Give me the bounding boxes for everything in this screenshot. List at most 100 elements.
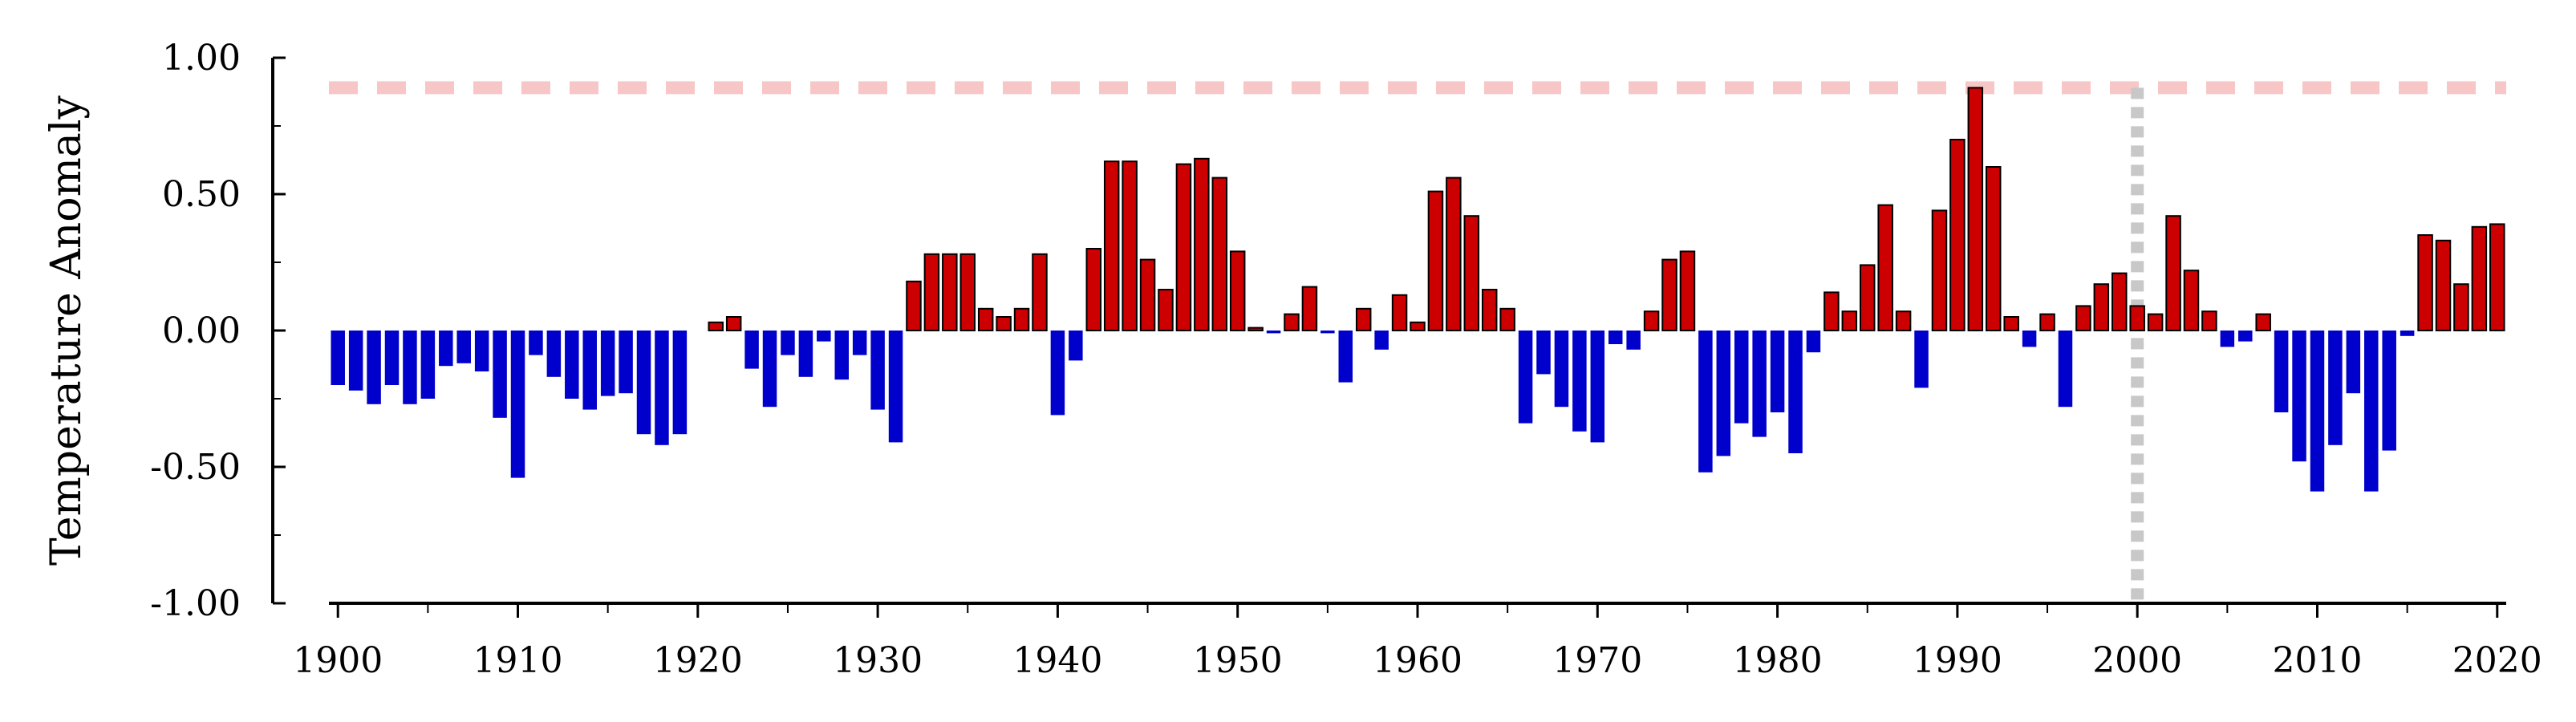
bar-1960 (1410, 321, 1426, 331)
x-tick-label: 1950 (1193, 640, 1283, 681)
x-tick-label: 1930 (833, 640, 923, 681)
bar-1981 (1788, 331, 1803, 453)
bar-1992 (1986, 166, 2002, 331)
bar-1962 (1446, 176, 1462, 331)
bar-1956 (1338, 331, 1353, 383)
bar-1913 (565, 331, 579, 399)
bar-1933 (923, 253, 940, 331)
x-tick-label: 1910 (473, 640, 563, 681)
bar-1907 (456, 331, 471, 363)
bar-1903 (384, 331, 400, 385)
bar-1915 (600, 331, 615, 396)
bar-2013 (2364, 331, 2379, 492)
bar-1922 (725, 316, 742, 331)
bar-1906 (439, 331, 453, 367)
bar-1987 (1895, 310, 1912, 332)
y-tick-label: -0.50 (150, 447, 241, 488)
bar-1937 (996, 316, 1012, 331)
bar-2000 (2129, 305, 2145, 331)
bar-1957 (1355, 307, 1372, 331)
bar-1978 (1734, 331, 1749, 424)
bar-1997 (2075, 305, 2091, 331)
x-tick-label: 1940 (1012, 640, 1102, 681)
x-tick-label: 1970 (1552, 640, 1642, 681)
bar-2011 (2328, 331, 2343, 445)
bar-1926 (798, 331, 813, 377)
bar-1930 (870, 331, 885, 410)
bar-2017 (2435, 239, 2452, 331)
bar-2001 (2147, 313, 2164, 332)
bar-2020 (2489, 223, 2505, 331)
bar-1979 (1752, 331, 1767, 437)
bar-1910 (510, 331, 525, 478)
bar-1998 (2093, 283, 2110, 332)
x-tick-label: 1960 (1373, 640, 1462, 681)
bar-1923 (744, 331, 759, 369)
bar-1959 (1391, 294, 1408, 331)
bar-1974 (1661, 258, 1677, 332)
bar-1938 (1013, 307, 1030, 331)
bar-1969 (1572, 331, 1587, 432)
bar-1976 (1698, 331, 1713, 473)
bar-1965 (1499, 307, 1515, 331)
bar-1955 (1320, 331, 1335, 334)
y-ticks: 1.00 0.50 0.00 -0.50 -1.00 (150, 38, 286, 624)
bar-1914 (582, 331, 597, 410)
bar-1921 (708, 321, 724, 331)
bar-1901 (348, 331, 363, 391)
bar-1999 (2112, 272, 2128, 332)
bar-1994 (2022, 331, 2037, 347)
bar-1931 (888, 331, 903, 443)
bar-1942 (1085, 248, 1102, 331)
bar-1919 (672, 331, 688, 435)
bar-2008 (2274, 331, 2289, 412)
bar-1986 (1877, 204, 1893, 331)
bar-1989 (1931, 209, 1948, 331)
bar-1911 (529, 331, 543, 355)
bar-1934 (942, 253, 958, 331)
bar-1983 (1823, 291, 1840, 331)
bar-2007 (2255, 313, 2271, 332)
bar-1964 (1481, 289, 1498, 331)
bar-1905 (420, 331, 436, 399)
bar-2016 (2417, 234, 2433, 331)
bar-2014 (2382, 331, 2396, 451)
bar-1935 (959, 253, 976, 331)
x-tick-label: 1980 (1733, 640, 1823, 681)
y-axis-title: Temperature Anomaly (43, 95, 91, 565)
bar-2009 (2292, 331, 2306, 462)
bar-1982 (1806, 331, 1821, 353)
bar-1971 (1608, 331, 1623, 344)
bar-1980 (1770, 331, 1785, 412)
y-tick-label: 0.50 (162, 174, 241, 215)
x-tick-label: 1900 (293, 640, 383, 681)
bar-1975 (1679, 250, 1696, 331)
y-tick-label: 1.00 (162, 38, 241, 79)
bar-1954 (1301, 286, 1318, 332)
bar-1932 (906, 280, 922, 331)
bar-1961 (1427, 190, 1444, 331)
bar-1990 (1949, 139, 1965, 331)
x-tick-label: 1920 (653, 640, 743, 681)
bar-1950 (1229, 250, 1246, 331)
bar-1966 (1518, 331, 1533, 424)
bar-1925 (781, 331, 795, 355)
bar-2018 (2453, 283, 2469, 332)
bar-1951 (1247, 327, 1264, 332)
bar-1963 (1463, 215, 1480, 332)
bar-1947 (1175, 163, 1192, 331)
y-tick-label: -1.00 (150, 583, 241, 624)
bar-1917 (636, 331, 651, 435)
bar-1972 (1626, 331, 1641, 350)
bar-1993 (2003, 316, 2019, 331)
bar-2015 (2400, 331, 2415, 336)
bar-1912 (546, 331, 562, 377)
x-tick-label: 2010 (2272, 640, 2362, 681)
bar-1924 (762, 331, 777, 408)
bar-1945 (1139, 258, 1156, 332)
bar-1967 (1536, 331, 1551, 375)
bar-2005 (2220, 331, 2235, 347)
bar-1902 (367, 331, 381, 404)
bar-1968 (1554, 331, 1569, 408)
